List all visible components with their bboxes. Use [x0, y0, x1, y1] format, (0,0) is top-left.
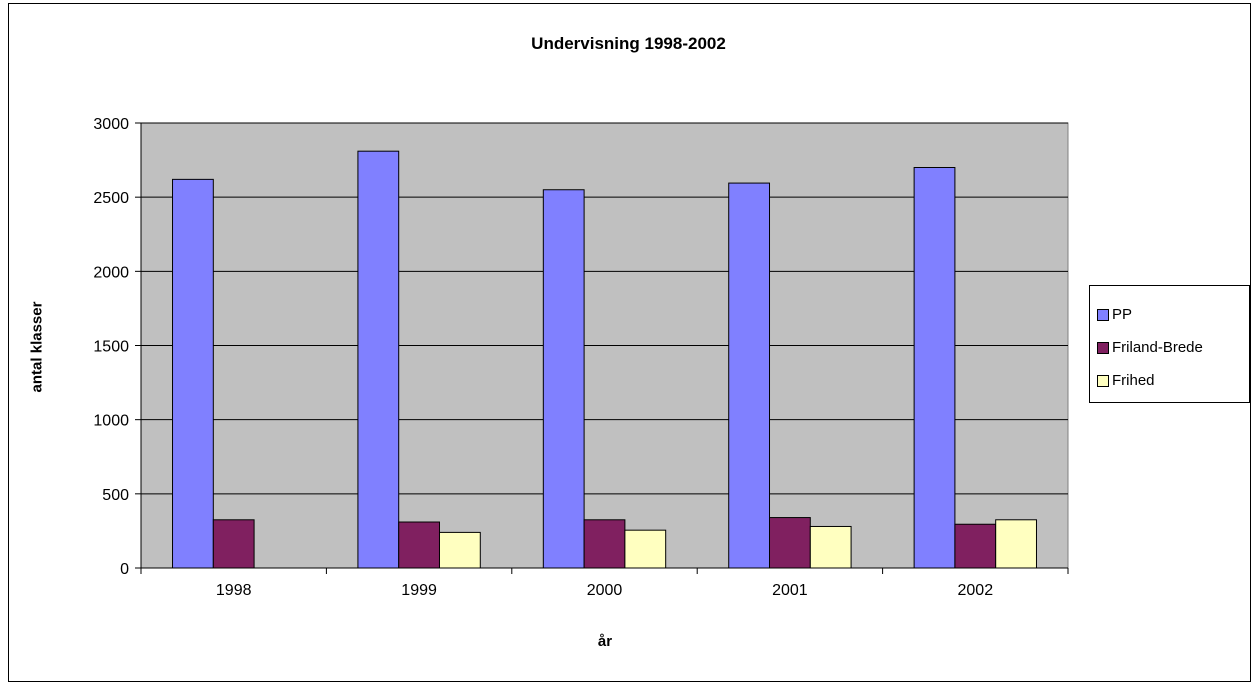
- y-tick-label: 3000: [93, 116, 129, 133]
- bar-pp-1998: [172, 178, 214, 569]
- x-tick-label: 1999: [401, 582, 437, 599]
- legend-swatch-frihed: [1097, 374, 1109, 387]
- legend-item-friland-brede: Friland-Brede: [1090, 331, 1249, 364]
- bars: [172, 150, 1037, 569]
- bar-pp-2002: [913, 167, 956, 569]
- legend-swatch-friland-brede: [1097, 341, 1109, 354]
- bar-friland-brede-1999: [398, 521, 440, 569]
- y-tick-label: 1000: [93, 413, 129, 430]
- bar-friland-brede-1998: [212, 519, 255, 569]
- legend-item-pp: PP: [1090, 298, 1249, 331]
- legend-label-frihed: Frihed: [1112, 372, 1155, 389]
- bar-pp-2001: [728, 182, 771, 569]
- gridlines: [141, 122, 1068, 495]
- legend: PP Friland-Brede Frihed: [1089, 285, 1250, 403]
- legend-label-pp: PP: [1112, 306, 1133, 323]
- x-tick-label: 2002: [958, 582, 994, 599]
- tick-labels: 0 500 1000 1500 2000 2500 3000 1998 1999 2000 2001…: [93, 116, 993, 599]
- legend-label-friland-brede: Friland-Brede: [1112, 339, 1203, 356]
- bar-pp-2000: [542, 189, 585, 569]
- y-tick-label: 1500: [93, 339, 129, 356]
- axes: [135, 122, 1069, 574]
- x-tick-label: 2000: [587, 582, 623, 599]
- legend-item-frihed: Frihed: [1090, 364, 1249, 397]
- x-tick-label: 2001: [772, 582, 808, 599]
- x-tick-label: 1998: [216, 582, 252, 599]
- legend-swatch-pp: [1097, 308, 1109, 321]
- bar-frihed-2002: [995, 519, 1037, 569]
- y-tick-label: 500: [102, 487, 129, 504]
- bar-frihed-1999: [438, 531, 481, 569]
- chart-title: Undervisning 1998-2002: [531, 34, 726, 53]
- bar-frihed-2001: [809, 525, 852, 569]
- y-tick-label: 2500: [93, 190, 129, 207]
- y-tick-label: 0: [120, 561, 129, 578]
- bar-friland-brede-2000: [583, 519, 626, 569]
- y-axis-label-text: antal klasser: [28, 301, 46, 393]
- bar-frihed-2000: [624, 529, 667, 569]
- bar-friland-brede-2002: [954, 523, 997, 569]
- y-tick-label: 2000: [93, 264, 129, 281]
- bar-friland-brede-2001: [769, 517, 811, 569]
- bar-pp-1999: [357, 150, 400, 569]
- x-axis-label: år: [597, 633, 613, 650]
